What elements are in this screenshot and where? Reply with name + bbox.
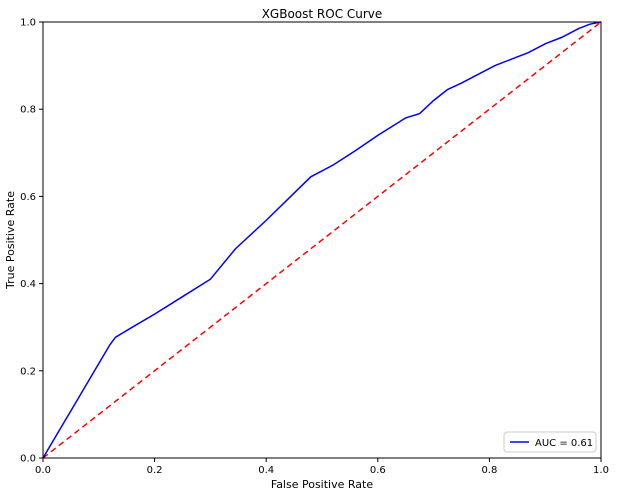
x-tick-label: 0.6 (370, 465, 386, 476)
x-axis: 0.0 0.2 0.4 0.6 0.8 1.0 (35, 458, 609, 476)
x-tick-label: 0.8 (481, 465, 497, 476)
plot-frame (42, 21, 602, 459)
y-axis-label: True Positive Rate (4, 191, 17, 290)
chart-title: XGBoost ROC Curve (262, 7, 383, 21)
x-tick-label: 0.0 (35, 465, 51, 476)
legend-box (503, 431, 597, 453)
roc-curve-line (42, 21, 602, 459)
legend-label-auc: AUC = 0.61 (535, 438, 593, 449)
y-tick-label: 0.0 (20, 454, 36, 465)
y-tick-label: 0.8 (20, 105, 36, 116)
y-tick-label: 0.2 (20, 366, 36, 377)
y-tick-label: 1.0 (20, 18, 36, 29)
x-tick-label: 1.0 (593, 465, 609, 476)
x-tick-label: 0.4 (258, 465, 274, 476)
y-tick-label: 0.6 (20, 192, 36, 203)
y-axis: 0.0 0.2 0.4 0.6 0.8 1.0 (20, 18, 43, 465)
legend: AUC = 0.61 (503, 431, 597, 453)
chance-line (42, 21, 602, 459)
plot-area (42, 21, 602, 459)
x-tick-label: 0.2 (147, 465, 163, 476)
x-axis-label: False Positive Rate (271, 478, 373, 491)
y-tick-label: 0.4 (20, 279, 36, 290)
